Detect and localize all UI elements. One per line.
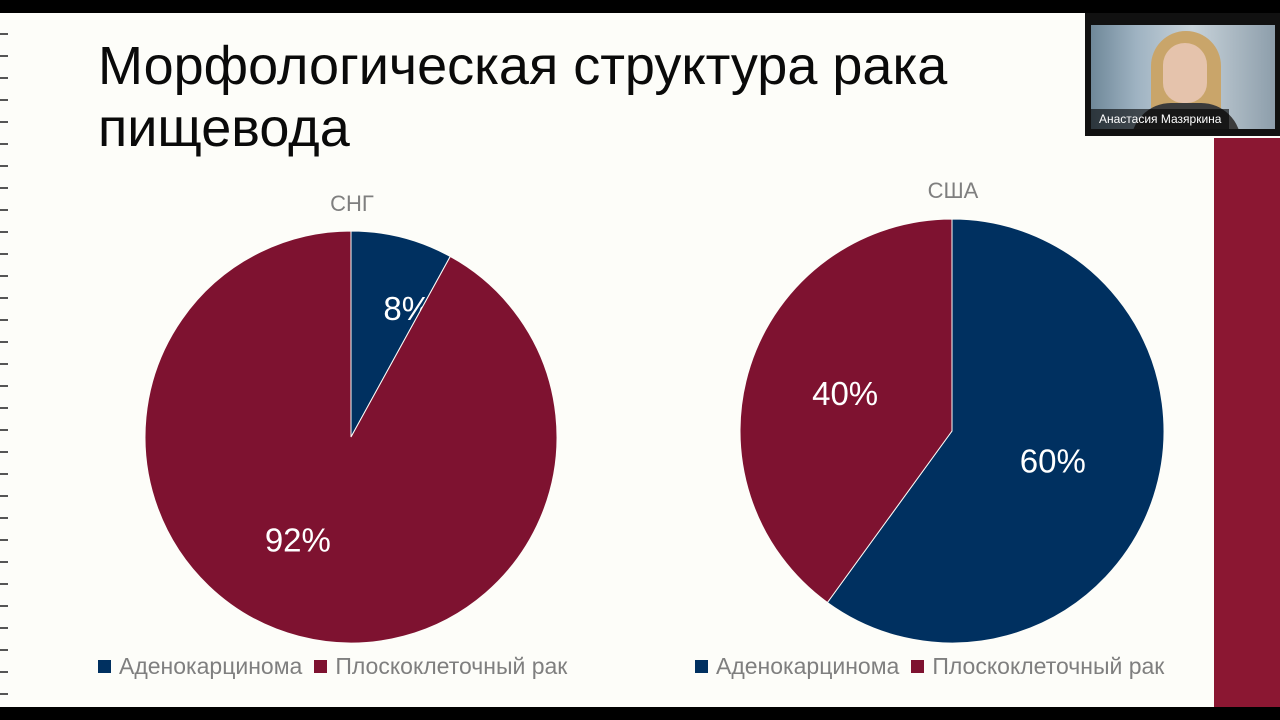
participant-name-label: Анастасия Мазяркина [1091, 109, 1230, 129]
pie-chart-cis: 8%92% [144, 230, 558, 644]
pie-slice-adenocarcinoma [826, 218, 1165, 644]
legend-label: Аденокарцинома [119, 653, 303, 679]
legend-cis: Аденокарцинома Плоскоклеточный рак [98, 653, 579, 680]
presentation-slide: Морфологическая структура рака пищевода … [0, 13, 1280, 707]
pie-slice-squamous [144, 230, 558, 644]
legend-swatch-squamous [314, 660, 328, 673]
participant-video-tile[interactable]: Анастасия Мазяркина [1085, 13, 1280, 136]
legend-swatch-squamous [911, 660, 925, 673]
slide-title: Морфологическая структура рака пищевода [98, 36, 948, 158]
slide-accent-bar [1214, 138, 1280, 707]
legend-item-squamous: Плоскоклеточный рак [314, 653, 567, 680]
pie-slice-adenocarcinoma [350, 230, 451, 438]
legend-item-adenocarcinoma: Аденокарцинома [695, 653, 899, 680]
legend-label: Плоскоклеточный рак [335, 653, 568, 679]
legend-label: Плоскоклеточный рак [932, 653, 1165, 679]
pie-chart-usa: 60% 40% [739, 218, 1165, 644]
legend-label: Аденокарцинома [716, 653, 900, 679]
pie-data-label-squamous: 40% [812, 375, 878, 412]
participant-face [1163, 43, 1207, 103]
pie-slice-squamous [739, 218, 953, 604]
pie-data-label-adenocarcinoma: 60% [1020, 442, 1086, 479]
legend-item-adenocarcinoma: Аденокарцинома [98, 653, 302, 680]
chart-title-usa: США [927, 178, 979, 203]
legend-swatch-adenocarcinoma [695, 660, 708, 673]
legend-usa: Аденокарцинома Плоскоклеточный рак [695, 653, 1176, 680]
legend-item-squamous: Плоскоклеточный рак [911, 653, 1164, 680]
pie-data-label-squamous: 92% [265, 521, 331, 558]
legend-swatch-adenocarcinoma [98, 660, 111, 673]
slide-ruler-ticks [0, 13, 8, 707]
chart-title-cis: СНГ [330, 191, 374, 216]
